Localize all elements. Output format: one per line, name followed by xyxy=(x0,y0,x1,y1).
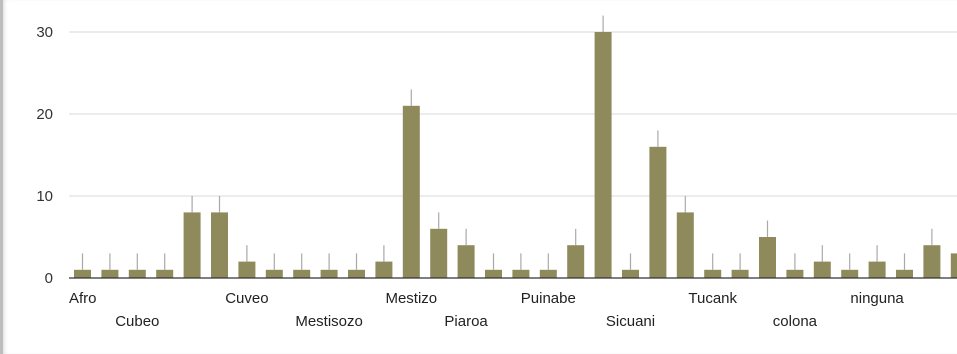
bar xyxy=(704,269,722,278)
bar xyxy=(567,245,585,278)
gridlines xyxy=(69,31,957,197)
category-label: Mestizo xyxy=(385,290,437,307)
bar xyxy=(348,269,365,278)
bar xyxy=(841,269,859,278)
bar xyxy=(101,269,119,278)
category-label: Sicuani xyxy=(606,313,655,330)
bar xyxy=(813,261,831,278)
bar xyxy=(731,269,749,278)
y-tick-label: 30 xyxy=(36,24,53,41)
bar xyxy=(676,212,694,278)
category-label: Mestisozo xyxy=(295,313,363,330)
category-label: Tucank xyxy=(688,290,737,307)
bar xyxy=(512,269,530,278)
bar xyxy=(868,261,886,278)
category-label: Puinabe xyxy=(521,290,576,307)
bar xyxy=(622,269,639,278)
category-label: Afro xyxy=(69,290,97,307)
bar xyxy=(539,269,557,278)
y-tick-label: 10 xyxy=(36,188,53,205)
y-tick-labels: 0 10 20 30 xyxy=(36,24,53,287)
bar xyxy=(238,261,256,278)
bar xyxy=(896,269,913,278)
error-bars xyxy=(81,15,933,270)
category-label: Cubeo xyxy=(115,313,159,330)
bar xyxy=(183,212,201,278)
bar xyxy=(786,269,804,278)
y-tick-label: 0 xyxy=(45,270,53,287)
category-label: colona xyxy=(773,313,818,330)
bar xyxy=(265,269,283,278)
bar xyxy=(649,146,667,278)
bar xyxy=(430,228,448,278)
x-category-labels: Afro Cubeo Cuveo Mestisozo Mestizo Piaroa Puin… xyxy=(69,290,904,330)
bar xyxy=(923,245,941,278)
category-label: ninguna xyxy=(850,290,904,307)
category-label: Cuveo xyxy=(225,290,268,307)
bar xyxy=(485,269,502,278)
bar xyxy=(128,269,146,278)
bar xyxy=(950,253,957,278)
bar xyxy=(375,261,393,278)
bar xyxy=(293,269,311,278)
bar xyxy=(74,269,91,278)
category-label: Piaroa xyxy=(444,313,488,330)
bar xyxy=(156,269,174,278)
bar xyxy=(320,269,338,278)
bars xyxy=(74,32,957,278)
bar-chart: 0 10 20 30 Afro Cubeo Cuveo Mestisozo Mestizo Pi… xyxy=(36,15,957,330)
bar xyxy=(402,105,420,278)
bar xyxy=(211,212,228,278)
bar xyxy=(594,32,612,278)
y-tick-label: 20 xyxy=(36,106,53,123)
bar xyxy=(457,245,475,278)
bar xyxy=(759,237,776,278)
